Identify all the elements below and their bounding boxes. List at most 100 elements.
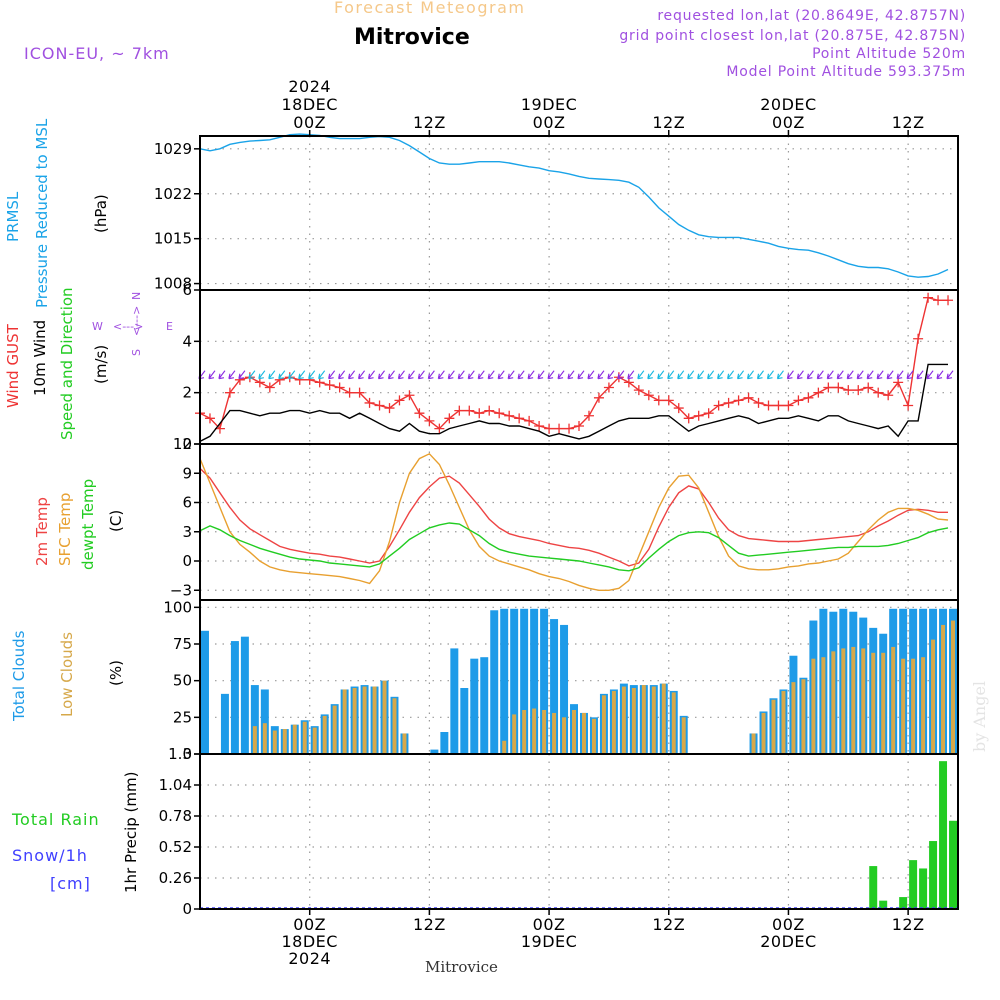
y-tick-label: 0.78 [159, 807, 192, 825]
low-cloud-bar [372, 686, 377, 754]
wind-barb [258, 370, 266, 380]
gust-marker [773, 400, 784, 411]
wind-barb [497, 370, 505, 380]
gust-marker [903, 400, 914, 411]
panel-frame [199, 135, 959, 291]
time-label-bottom: 00Z [293, 915, 326, 934]
low-cloud-bar [911, 658, 916, 754]
rain-bar [919, 868, 928, 909]
panel-label: Total Rain [11, 810, 100, 829]
time-label-bottom: 00Z [533, 915, 566, 934]
time-label-top: 19DEC [521, 95, 577, 114]
low-cloud-bar [861, 648, 866, 754]
y-tick-label: 1.3 [168, 745, 192, 763]
panel-unit-label: (m/s) [92, 345, 110, 384]
wind-barb [357, 370, 366, 380]
wind-barb [268, 370, 276, 380]
low-cloud-bar [502, 740, 507, 754]
panel-label: dewpt Temp [79, 479, 97, 570]
total-cloud-bar [550, 619, 559, 754]
gust-marker [583, 410, 594, 421]
wind-barb [248, 370, 256, 380]
gust-marker [484, 405, 495, 416]
gust-marker [344, 387, 355, 398]
panel-label: Speed and Direction [58, 287, 76, 440]
wind-barb [756, 370, 765, 380]
low-cloud-bar [671, 692, 676, 754]
time-label-top: 12Z [652, 113, 685, 132]
low-cloud-bar [751, 733, 756, 754]
panel-frame [199, 289, 959, 445]
gust-marker [703, 408, 714, 419]
time-label-top: 2024 [288, 77, 331, 96]
low-cloud-bar [781, 690, 786, 754]
gust-marker [783, 400, 794, 411]
wind-barb [427, 370, 435, 380]
gust-marker [464, 405, 475, 416]
total-cloud-bar [460, 688, 469, 754]
wind-barb [607, 370, 615, 380]
wind-barb [667, 370, 675, 380]
panel-unit-label: (C) [107, 510, 125, 532]
y-tick-label: 100 [163, 598, 192, 616]
wind-barb [477, 370, 485, 380]
gust-marker [733, 395, 744, 406]
wind-barb [886, 370, 894, 380]
low-cloud-bar [851, 646, 856, 754]
wind-barb [338, 370, 346, 380]
gust-marker [633, 385, 644, 396]
low-cloud-bar [631, 688, 636, 754]
y-tick-label: 1008 [154, 275, 192, 293]
y-tick-label: 1.04 [159, 776, 192, 794]
y-tick-label: 1029 [154, 140, 192, 158]
wind-barb [856, 370, 864, 380]
time-label-top: 00Z [293, 113, 326, 132]
total-cloud-bar [520, 608, 529, 754]
gust-marker [823, 382, 834, 393]
low-cloud-bar [352, 688, 357, 754]
total-cloud-bar [250, 685, 259, 754]
low-cloud-bar [252, 726, 257, 754]
panel-unit-label: (%) [107, 660, 125, 686]
y-tick-label: 6 [182, 494, 192, 512]
low-cloud-bar [342, 689, 347, 754]
low-cloud-bar [282, 729, 287, 754]
gust-marker [494, 408, 505, 419]
wind-barb [228, 370, 236, 380]
y-tick-label: 1015 [154, 230, 192, 248]
rain-bar [949, 820, 957, 909]
low-cloud-bar [312, 727, 317, 754]
rain-bar [869, 866, 878, 909]
time-label-bottom: 00Z [772, 915, 805, 934]
wind-barb [417, 370, 425, 380]
wind-barb [707, 370, 715, 380]
gust-marker [693, 410, 704, 421]
total-cloud-bar [430, 749, 439, 754]
low-cloud-bar [661, 683, 666, 754]
gust-marker [264, 382, 275, 393]
wind-barb [926, 370, 934, 380]
gust-marker [364, 397, 375, 408]
gust-marker [384, 403, 395, 414]
y-tick-label: −3 [170, 581, 192, 599]
time-label-top: 20DEC [760, 95, 816, 114]
y-tick-label: 0 [182, 900, 192, 918]
gust-marker [404, 390, 415, 401]
gust-marker [743, 392, 754, 403]
low-cloud-bar [831, 651, 836, 754]
wind-barb [697, 370, 705, 380]
time-label-bottom: 19DEC [521, 932, 577, 951]
wind-barb [547, 370, 555, 380]
gust-marker [663, 395, 674, 406]
wind-barb [727, 370, 735, 380]
gust-marker [474, 408, 485, 419]
low-cloud-bar [891, 646, 896, 754]
gust-marker [803, 392, 814, 403]
low-cloud-bar [771, 699, 776, 754]
low-cloud-bar [572, 710, 576, 754]
gust-marker [943, 295, 954, 306]
total-cloud-bar [480, 657, 489, 754]
gust-marker [793, 395, 804, 406]
gust-marker [653, 395, 664, 406]
